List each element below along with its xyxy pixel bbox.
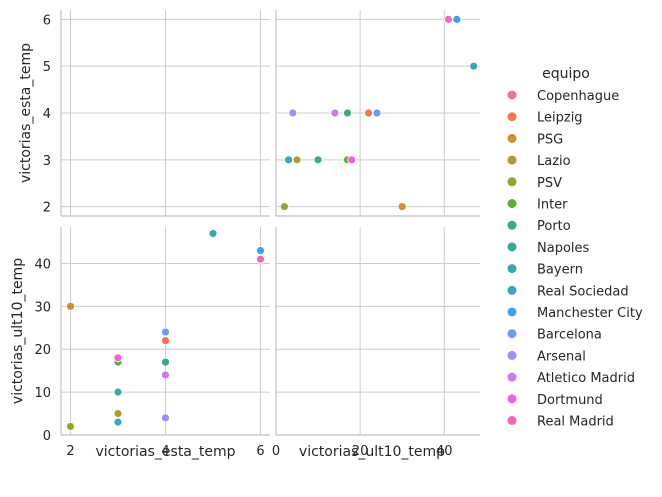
scatter-point <box>161 327 170 337</box>
scatter-point <box>161 370 170 380</box>
x-tick-label: 40 <box>436 444 453 459</box>
scatter-point <box>284 155 294 165</box>
legend-marker <box>507 155 517 165</box>
scatter-point <box>343 108 352 118</box>
legend-title: equipo <box>542 66 590 82</box>
y-tick-label: 10 <box>34 386 51 401</box>
y-tick-label: 30 <box>34 300 51 315</box>
scatter-point <box>330 108 340 118</box>
legend-entry-label: Dortmund <box>537 393 603 408</box>
legend-entry-label: Bayern <box>537 263 583 278</box>
x-axis-label-right: victorias_ult10_temp <box>299 444 445 460</box>
legend-entry-label: Porto <box>537 219 571 234</box>
y-tick-label: 2 <box>43 201 51 216</box>
legend-marker <box>507 199 517 208</box>
legend: equipo Copenhague Leipzig PSG Lazio PSV Inter… <box>507 66 643 430</box>
legend-entry-label: Lazio <box>537 154 571 169</box>
scatter-point <box>364 108 373 118</box>
legend-marker <box>507 394 517 404</box>
panel-bottom-left: 0 10 20 30 40 2 4 6 <box>34 227 270 459</box>
y-tick-label: 5 <box>43 60 51 75</box>
legend-entry-label: Manchester City <box>537 306 643 321</box>
y-tick-label: 4 <box>43 107 51 122</box>
panel-top-right <box>275 10 480 217</box>
scatter-point <box>280 202 289 212</box>
x-tick-label: 6 <box>256 444 264 459</box>
scatter-point <box>256 254 265 264</box>
x-axis-label-left: victorias_esta_temp <box>95 444 235 460</box>
scatter-point <box>66 422 75 431</box>
legend-marker <box>507 285 517 295</box>
scatter-point <box>161 413 170 423</box>
legend-marker <box>507 372 517 382</box>
legend-entry-label: Real Madrid <box>537 415 614 430</box>
scatter-point <box>113 387 123 397</box>
scatter-point <box>313 155 323 165</box>
scatter-point <box>347 155 357 165</box>
scatter-point <box>444 14 453 24</box>
scatter-point <box>208 229 218 238</box>
legend-entry-label: Copenhague <box>537 89 619 104</box>
scatter-point <box>288 108 298 118</box>
legend-marker <box>507 90 517 100</box>
scatter-point <box>397 202 407 212</box>
y-tick-label: 40 <box>34 257 51 272</box>
x-tick-label: 2 <box>66 444 74 459</box>
legend-marker <box>507 177 517 187</box>
scatter-point <box>66 301 75 311</box>
scatter-point <box>161 357 170 367</box>
y-tick-label: 3 <box>43 154 51 169</box>
legend-marker <box>507 350 517 360</box>
scatter-point <box>292 155 302 165</box>
y-tick-label: 20 <box>34 343 51 358</box>
legend-marker <box>507 307 517 317</box>
legend-entry-label: Atletico Madrid <box>537 371 635 386</box>
legend-marker <box>507 329 517 339</box>
legend-entry-label: PSV <box>537 176 562 191</box>
x-tick-label: 0 <box>272 444 280 459</box>
scatter-point <box>113 409 123 418</box>
y-tick-label: 6 <box>43 13 51 28</box>
y-axis-label-top: victorias_esta_temp <box>18 43 34 183</box>
legend-marker <box>507 416 517 425</box>
x-tick-label: 20 <box>352 444 369 459</box>
legend-entry-label: Real Sociedad <box>537 284 629 299</box>
x-tick-label: 4 <box>161 444 169 459</box>
legend-entry-label: Inter <box>537 198 568 213</box>
legend-marker <box>507 133 517 143</box>
y-tick-label: 0 <box>43 429 51 444</box>
scatter-point <box>113 417 123 427</box>
scatter-point <box>372 108 382 118</box>
legend-entry-label: Napoles <box>537 241 590 256</box>
legend-marker <box>507 264 517 274</box>
scatter-point <box>161 336 170 346</box>
scatter-point <box>113 353 123 363</box>
legend-entry-label: Barcelona <box>537 328 602 343</box>
legend-entry-label: Leipzig <box>537 111 583 126</box>
y-axis-label-bottom: victorias_ult10_temp <box>10 258 26 404</box>
scatter-point <box>256 246 265 255</box>
panel-bottom-right: 0 20 40 <box>272 227 480 459</box>
legend-marker <box>507 112 517 122</box>
panel-top-left: 2 3 4 5 6 <box>43 10 270 217</box>
legend-entry-label: Arsenal <box>537 349 586 364</box>
legend-marker <box>507 242 517 252</box>
legend-marker <box>507 220 517 230</box>
scatter-point <box>452 14 462 24</box>
scatter-point <box>469 61 479 71</box>
legend-entry-label: PSG <box>537 132 563 147</box>
